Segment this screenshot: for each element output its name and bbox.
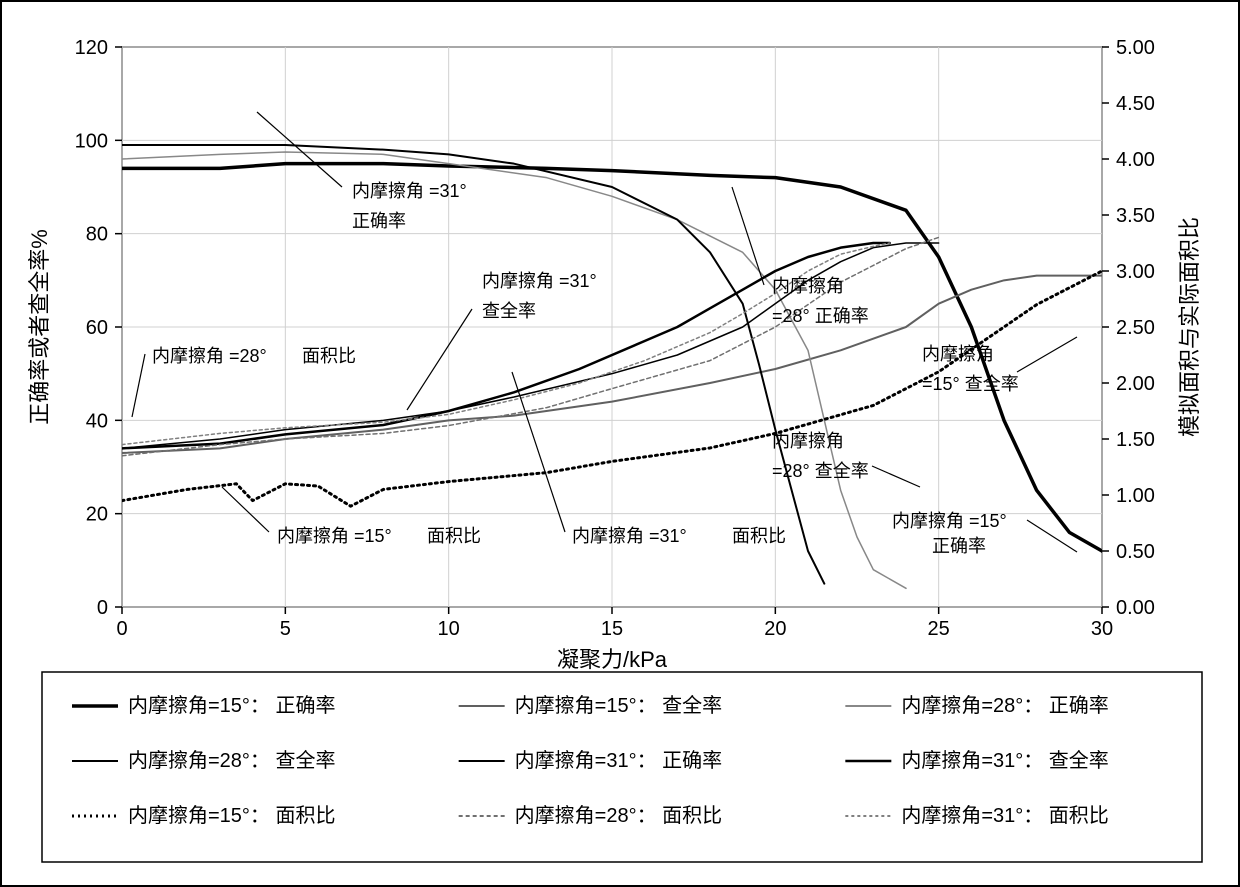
annotation-text: 内摩擦角 <box>772 276 844 296</box>
x-tick-label: 0 <box>116 618 127 640</box>
y-right-tick-label: 0.00 <box>1116 597 1155 619</box>
y-left-tick-label: 40 <box>86 410 108 432</box>
legend-label: 内摩擦角=31°： 正确率 <box>515 749 722 772</box>
annotation-text: 内摩擦角 =31° <box>572 526 687 546</box>
legend-label: 内摩擦角=15°： 查全率 <box>515 694 722 717</box>
annotation-text: 内摩擦角 <box>922 344 994 364</box>
chart-container: 0 5 10 15 20 25 30 凝聚力/kPa 0 20 40 60 80 100 120 正确率或者查… <box>12 12 1232 879</box>
y-left-tick-label: 80 <box>86 224 108 246</box>
y-right-axis-label: 模拟面积与实际面积比 <box>1177 217 1202 437</box>
legend-label: 内摩擦角=15°： 面积比 <box>128 804 335 827</box>
annotation-text: 面积比 <box>302 346 356 366</box>
annotation-text: =28° 查全率 <box>772 461 869 481</box>
annotation-text: 内摩擦角 =31° <box>352 181 467 201</box>
annotation-text: 内摩擦角 <box>772 431 844 451</box>
y-right-tick-label: 0.50 <box>1116 541 1155 563</box>
legend-label: 内摩擦角=15°： 正确率 <box>128 694 335 717</box>
y-right-tick-label: 2.50 <box>1116 317 1155 339</box>
legend-label: 内摩擦角=31°： 查全率 <box>901 749 1108 772</box>
annotation-text: =15° 查全率 <box>922 374 1019 394</box>
y-right-tick-label: 3.00 <box>1116 261 1155 283</box>
annotation-text: 内摩擦角 =15° <box>892 511 1007 531</box>
y-left-tick-label: 60 <box>86 317 108 339</box>
annotation-text: 正确率 <box>352 211 406 231</box>
x-tick-label: 10 <box>438 618 460 640</box>
annotation-text: 面积比 <box>732 526 786 546</box>
x-tick-label: 5 <box>280 618 291 640</box>
y-right-tick-label: 1.00 <box>1116 485 1155 507</box>
x-tick-label: 15 <box>601 618 623 640</box>
legend-label: 内摩擦角=28°： 面积比 <box>515 804 722 827</box>
annotation-text: 内摩擦角 =31° <box>482 271 597 291</box>
y-right-tick-label: 5.00 <box>1116 37 1155 59</box>
y-right-tick-label: 1.50 <box>1116 429 1155 451</box>
annotation-text: 内摩擦角 =15° <box>277 526 392 546</box>
y-left-axis-label: 正确率或者查全率% <box>27 229 52 425</box>
legend-label: 内摩擦角=28°： 查全率 <box>128 749 335 772</box>
y-right-tick-label: 2.00 <box>1116 373 1155 395</box>
annotation-text: 正确率 <box>932 536 986 556</box>
x-tick-label: 20 <box>764 618 786 640</box>
y-left-tick-label: 100 <box>75 130 108 152</box>
x-tick-label: 30 <box>1091 618 1113 640</box>
annotation-text: =28° 正确率 <box>772 306 869 326</box>
y-left-tick-label: 20 <box>86 504 108 526</box>
x-axis-label: 凝聚力/kPa <box>557 647 668 672</box>
x-tick-label: 25 <box>928 618 950 640</box>
y-left-tick-label: 120 <box>75 37 108 59</box>
annotation-text: 内摩擦角 =28° <box>152 346 267 366</box>
legend-label: 内摩擦角=28°： 正确率 <box>901 694 1108 717</box>
legend-label: 内摩擦角=31°： 面积比 <box>901 804 1108 827</box>
annotation-text: 面积比 <box>427 526 481 546</box>
annotation-text: 查全率 <box>482 301 536 321</box>
y-right-tick-label: 4.50 <box>1116 93 1155 115</box>
y-left-tick-label: 0 <box>97 597 108 619</box>
y-right-tick-label: 4.00 <box>1116 149 1155 171</box>
chart-svg: 0 5 10 15 20 25 30 凝聚力/kPa 0 20 40 60 80 100 120 正确率或者查… <box>12 12 1232 879</box>
y-right-tick-label: 3.50 <box>1116 205 1155 227</box>
